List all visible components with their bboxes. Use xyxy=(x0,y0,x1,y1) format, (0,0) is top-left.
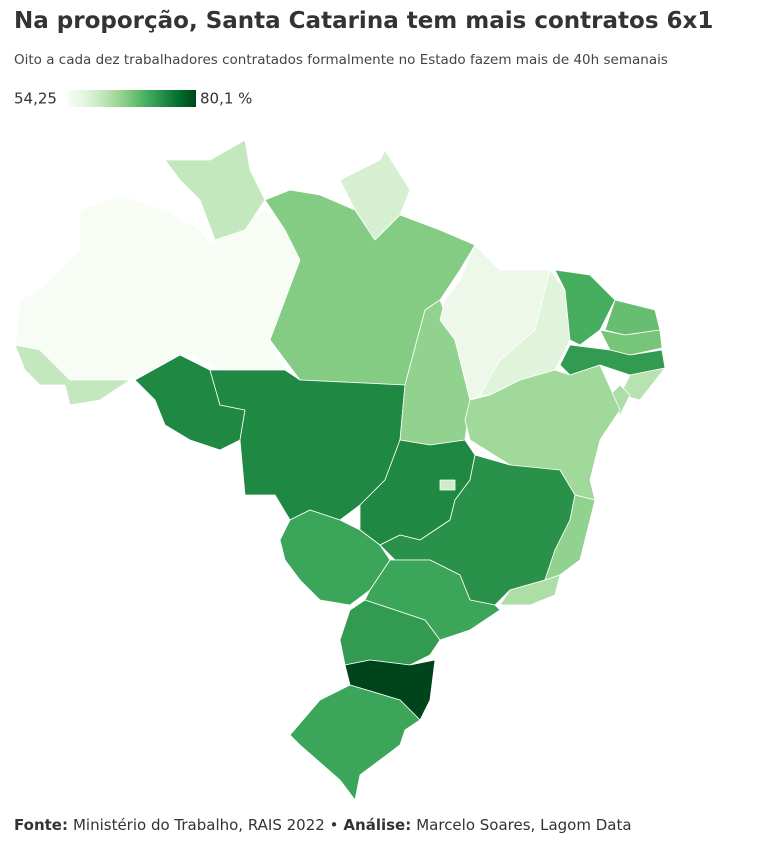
source-label: Fonte: xyxy=(14,816,68,834)
region xyxy=(164,139,266,241)
region xyxy=(264,189,476,386)
region xyxy=(364,559,501,641)
region xyxy=(14,344,131,406)
region xyxy=(379,454,576,606)
title: Na proporção, Santa Catarina tem mais co… xyxy=(14,8,714,34)
legend-min-label: 54,25 xyxy=(14,90,57,108)
region xyxy=(604,299,661,336)
region xyxy=(439,244,551,401)
source: Fonte: Ministério do Trabalho, RAIS 2022 … xyxy=(14,816,637,834)
region xyxy=(554,269,616,346)
legend-max-label: 80,1 % xyxy=(200,90,252,108)
source-text: Ministério do Trabalho, RAIS 2022 • xyxy=(72,816,339,834)
region xyxy=(289,684,421,801)
subtitle: Oito a cada dez trabalhadores contratado… xyxy=(14,52,668,68)
region xyxy=(464,364,621,501)
legend-scale xyxy=(68,90,196,107)
analysis-text: Marcelo Soares, Lagom Data xyxy=(416,816,632,834)
analysis-label: Análise: xyxy=(343,816,412,834)
region xyxy=(439,479,456,491)
region xyxy=(499,574,561,606)
region xyxy=(14,194,301,381)
